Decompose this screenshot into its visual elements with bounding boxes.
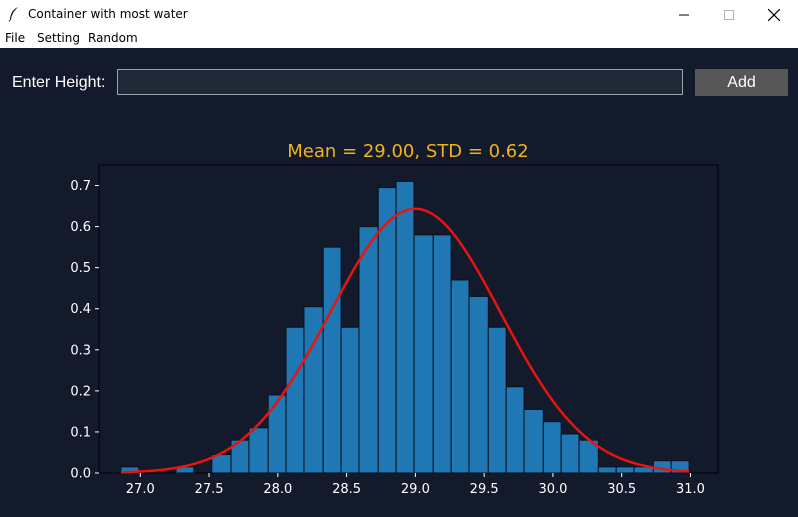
histogram-bar	[615, 466, 635, 474]
histogram-bar	[468, 295, 489, 474]
histogram-bar	[450, 279, 470, 474]
minimize-button[interactable]	[661, 0, 707, 30]
bars-group	[120, 180, 690, 474]
y-tick-label: 0.2	[70, 384, 91, 399]
histogram-bar	[340, 326, 360, 474]
x-tick-label: 30.5	[607, 482, 636, 497]
x-tick-label: 28.0	[263, 482, 292, 497]
height-input[interactable]	[117, 69, 683, 95]
x-tick-label: 28.5	[332, 482, 361, 497]
x-tick-label: 29.0	[401, 482, 430, 497]
histogram-bar	[505, 386, 525, 474]
y-tick-label: 0.6	[70, 220, 91, 235]
y-tick-label: 0.3	[70, 343, 91, 358]
histogram-bar	[542, 421, 562, 474]
x-tick-label: 27.0	[126, 482, 155, 497]
menu-file[interactable]: File	[5, 31, 26, 45]
histogram-bar	[248, 427, 269, 474]
x-tick-label: 31.0	[676, 482, 705, 497]
y-tick-label: 0.4	[70, 302, 91, 317]
y-axis: 0.0 0.1 0.2 0.3 0.4 0.5 0.6 0.7	[70, 179, 99, 482]
histogram-bar	[322, 246, 342, 474]
x-tick-label: 30.0	[538, 482, 567, 497]
histogram-bar	[432, 234, 452, 474]
window-title: Container with most water	[28, 7, 188, 21]
y-tick-label: 0.5	[70, 261, 91, 276]
histogram-bar	[560, 433, 580, 474]
x-tick-label: 29.5	[470, 482, 499, 497]
y-tick-label: 0.0	[70, 467, 91, 482]
menu-setting[interactable]: Setting	[37, 31, 80, 45]
maximize-button[interactable]	[706, 0, 752, 30]
histogram-bar	[523, 408, 544, 474]
menu-bar: File Setting Random	[0, 30, 798, 48]
menu-random[interactable]: Random	[88, 31, 138, 45]
normal-curve	[120, 207, 690, 474]
x-tick-label: 27.5	[195, 482, 224, 497]
histogram-bar	[358, 226, 379, 474]
add-button[interactable]: Add	[695, 69, 788, 96]
close-button[interactable]	[751, 0, 797, 30]
x-axis: 27.0 27.5 28.0 28.5 29.0 29.5 30.0 30.5 31.0	[126, 473, 705, 497]
y-tick-label: 0.7	[70, 179, 91, 194]
y-tick-label: 0.1	[70, 425, 91, 440]
close-icon	[768, 9, 780, 21]
histogram-chart: Mean = 29.00, STD = 0.62 27.0 27.5 28.0 28.…	[70, 141, 719, 497]
height-label: Enter Height:	[12, 74, 106, 91]
histogram-bar	[597, 466, 617, 474]
histogram-bar	[285, 326, 305, 474]
maximize-icon	[724, 10, 734, 20]
chart-title: Mean = 29.00, STD = 0.62	[287, 141, 528, 162]
minimize-icon	[679, 14, 689, 16]
histogram-bar	[487, 326, 507, 474]
histogram-bar	[395, 180, 415, 474]
feather-icon	[8, 7, 18, 22]
histogram-bar	[267, 394, 287, 474]
histogram-bar	[413, 234, 434, 474]
title-bar: Container with most water	[0, 0, 798, 30]
